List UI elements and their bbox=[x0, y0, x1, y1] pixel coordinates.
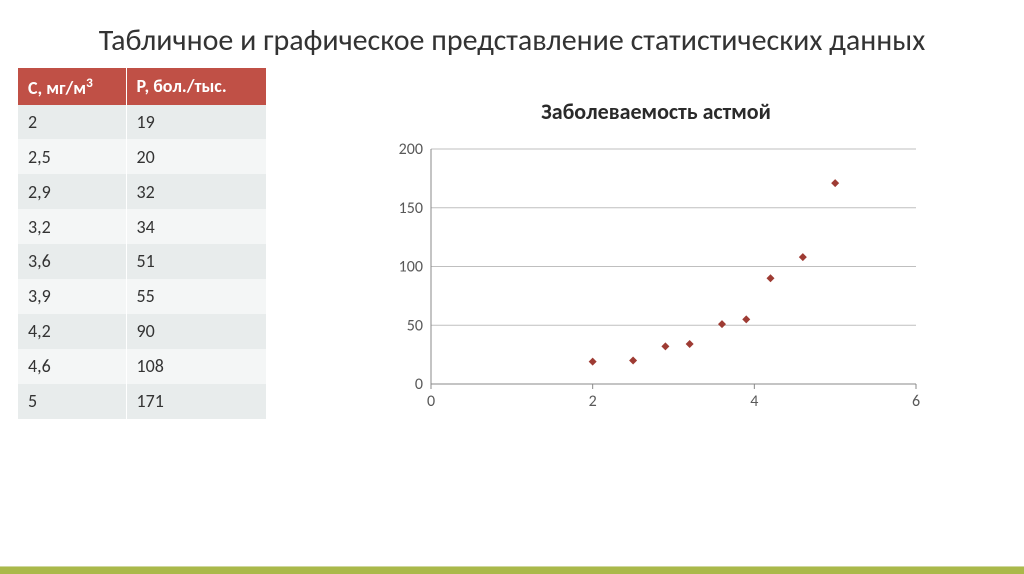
table-cell: 2 bbox=[18, 105, 126, 140]
svg-text:0: 0 bbox=[427, 392, 435, 411]
table-cell: 55 bbox=[126, 279, 266, 314]
scatter-marker bbox=[589, 357, 597, 365]
table-row: 2,932 bbox=[18, 174, 266, 209]
chart-container: Заболеваемость астмой 0 50 100 150 200 0 2 4 6 bbox=[306, 68, 1006, 419]
table-row: 219 bbox=[18, 105, 266, 140]
table-row: 3,234 bbox=[18, 209, 266, 244]
scatter-marker bbox=[629, 356, 637, 364]
column-header-c: С, мг/м3 bbox=[18, 68, 126, 105]
svg-text:2: 2 bbox=[589, 392, 597, 411]
table-cell: 3,9 bbox=[18, 279, 126, 314]
scatter-marker bbox=[686, 340, 694, 348]
table-row: 3,955 bbox=[18, 279, 266, 314]
table-cell: 34 bbox=[126, 209, 266, 244]
chart-title: Заболеваемость астмой bbox=[306, 98, 1006, 125]
table-cell: 32 bbox=[126, 174, 266, 209]
scatter-chart: 0 50 100 150 200 0 2 4 6 bbox=[376, 139, 936, 419]
table-cell: 2,9 bbox=[18, 174, 126, 209]
column-header-p: Р, бол./тыс. bbox=[126, 68, 266, 105]
table-cell: 3,2 bbox=[18, 209, 126, 244]
table-cell: 4,6 bbox=[18, 349, 126, 384]
scatter-marker bbox=[661, 342, 669, 350]
footer-accent-bar bbox=[0, 566, 1024, 574]
table-row: 5171 bbox=[18, 384, 266, 419]
table-body: 2192,5202,9323,2343,6513,9554,2904,61085… bbox=[18, 105, 266, 419]
scatter-marker bbox=[831, 179, 839, 187]
table-cell: 4,2 bbox=[18, 314, 126, 349]
table-row: 2,520 bbox=[18, 139, 266, 174]
scatter-marker bbox=[742, 315, 750, 323]
data-table: С, мг/м3 Р, бол./тыс. 2192,5202,9323,234… bbox=[18, 68, 266, 419]
table-cell: 2,5 bbox=[18, 139, 126, 174]
table-cell: 3,6 bbox=[18, 244, 126, 279]
table-cell: 19 bbox=[126, 105, 266, 140]
table-cell: 20 bbox=[126, 139, 266, 174]
svg-text:100: 100 bbox=[399, 257, 423, 276]
svg-text:4: 4 bbox=[750, 392, 758, 411]
svg-text:6: 6 bbox=[912, 392, 920, 411]
scatter-marker bbox=[799, 253, 807, 261]
table-row: 4,290 bbox=[18, 314, 266, 349]
svg-text:0: 0 bbox=[415, 375, 423, 394]
table-header-row: С, мг/м3 Р, бол./тыс. bbox=[18, 68, 266, 105]
svg-text:50: 50 bbox=[407, 316, 423, 335]
table-row: 3,651 bbox=[18, 244, 266, 279]
table-cell: 5 bbox=[18, 384, 126, 419]
table-cell: 108 bbox=[126, 349, 266, 384]
scatter-marker bbox=[767, 274, 775, 282]
page-title: Табличное и графическое представление ст… bbox=[0, 0, 1024, 68]
table-cell: 90 bbox=[126, 314, 266, 349]
table-cell: 51 bbox=[126, 244, 266, 279]
svg-text:200: 200 bbox=[399, 140, 423, 159]
table-cell: 171 bbox=[126, 384, 266, 419]
content-row: С, мг/м3 Р, бол./тыс. 2192,5202,9323,234… bbox=[0, 68, 1024, 419]
scatter-marker bbox=[718, 320, 726, 328]
svg-text:150: 150 bbox=[399, 198, 423, 217]
table-row: 4,6108 bbox=[18, 349, 266, 384]
